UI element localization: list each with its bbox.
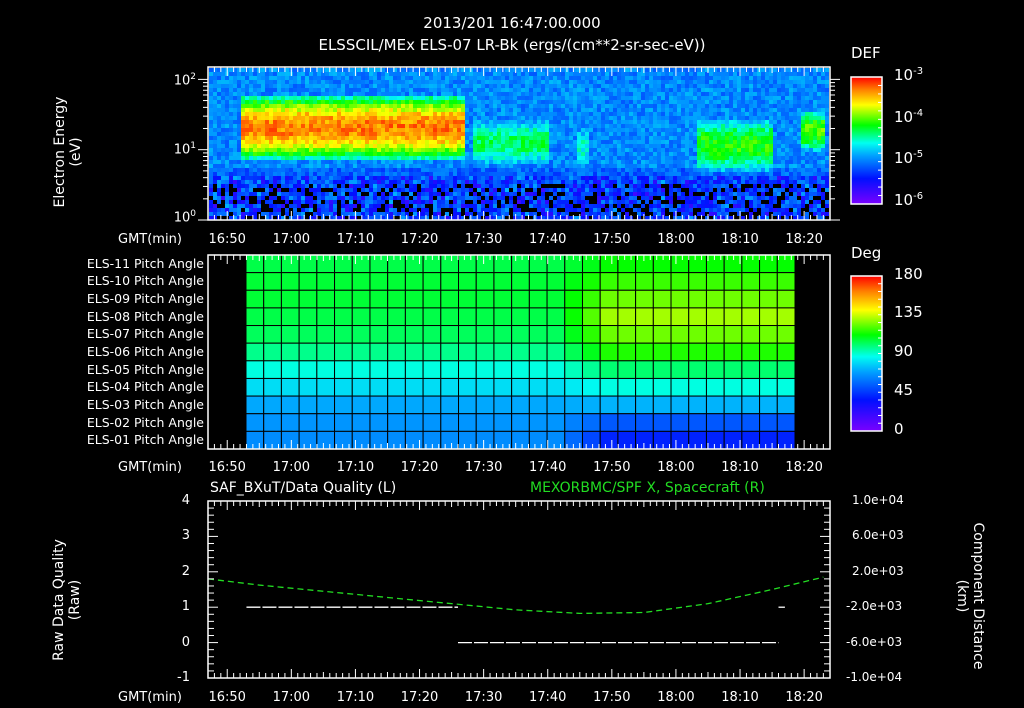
time-tick-label: 17:40	[528, 460, 567, 475]
chart-subtitle: ELSSCIL/MEx ELS-07 LR-Bk (ergs/(cm**2-sr…	[318, 36, 706, 54]
distance-ytick: 6.0e+03	[852, 528, 904, 543]
pitch-angle-row-label: ELS-01 Pitch Angle	[86, 432, 204, 448]
distance-ytick: 2.0e+03	[852, 563, 904, 578]
time-tick-label: 17:20	[400, 460, 439, 475]
distance-ylabel-line1: Component Distance	[970, 522, 986, 670]
quality-ytick: 2	[181, 563, 190, 579]
deg-colorbar-title: Deg	[851, 244, 882, 262]
time-tick-label: 18:10	[721, 690, 759, 705]
time-tick-label: 17:20	[400, 690, 439, 705]
time-tick-label: 17:30	[464, 232, 503, 247]
deg-tick-0: 0	[894, 420, 904, 438]
time-tick-label: 18:20	[785, 690, 823, 705]
time-tick-label: 17:30	[464, 690, 503, 705]
distance-ylabel-line2: (km)	[954, 579, 970, 613]
time-tick-label: 17:20	[400, 232, 439, 247]
time-tick-label: 18:20	[785, 232, 823, 247]
quality-ytick: 0	[181, 634, 190, 650]
time-tick-label: 17:40	[528, 690, 567, 705]
pitch-angle-row-label: ELS-02 Pitch Angle	[86, 414, 204, 430]
time-tick-label: 17:00	[272, 232, 311, 247]
deg-colorbar	[850, 275, 883, 432]
axes-frames	[198, 66, 840, 679]
time-tick-label: 17:50	[593, 460, 631, 475]
time-tick-label: 18:10	[721, 460, 759, 475]
pitch-angle-row-label: ELS-10 Pitch Angle	[86, 273, 204, 289]
time-tick-label: 17:10	[336, 690, 375, 705]
quality-ylabel-line2: (Raw)	[67, 579, 83, 621]
pitch-angle-row-label: ELS-07 Pitch Angle	[86, 326, 204, 342]
energy-ytick-100: 102	[173, 72, 196, 89]
time-tick-label: 16:50	[208, 690, 246, 705]
def-tick-1e-5: 10-5	[894, 149, 924, 167]
time-tick-label: 18:20	[785, 460, 823, 475]
line-plot-series	[207, 576, 824, 644]
timestamp-title: 2013/201 16:47:00.000	[423, 14, 601, 32]
colorbar-ticks	[878, 84, 882, 424]
energy-ylabel-line1: Electron Energy	[52, 96, 68, 208]
deg-tick-45: 45	[894, 381, 914, 399]
quality-ylabel: Raw Data Quality (Raw)	[51, 515, 83, 685]
time-tick-label: 18:00	[657, 690, 695, 705]
def-tick-1e-6: 10-6	[894, 191, 924, 209]
quality-ytick: 4	[181, 493, 190, 508]
pitch-angle-grid	[245, 254, 796, 450]
deg-tick-135: 135	[894, 303, 923, 321]
time-tick-label: 17:10	[336, 232, 375, 247]
time-tick-label: 18:10	[721, 232, 759, 247]
time-tick-label: 18:00	[657, 232, 695, 247]
quality-ylabel-line1: Raw Data Quality	[51, 539, 67, 661]
def-colorbar-title: DEF	[851, 44, 881, 62]
gmt-axis-label: GMT(min)	[118, 460, 182, 475]
energy-ytick-10: 101	[173, 141, 196, 158]
time-tick-label: 17:00	[272, 460, 311, 475]
time-tick-label: 17:10	[336, 460, 375, 475]
pitch-angle-row-label: ELS-06 Pitch Angle	[86, 344, 204, 359]
distance-ylabel: Component Distance (km)	[954, 506, 986, 686]
def-colorbar	[850, 76, 883, 205]
deg-tick-180: 180	[894, 265, 923, 283]
time-tick-label: 16:50	[208, 460, 246, 475]
pitch-angle-row-label: ELS-11 Pitch Angle	[86, 255, 204, 271]
quality-ytick: 1	[181, 599, 190, 615]
pitch-angle-row-label: ELS-08 Pitch Angle	[86, 308, 204, 324]
distance-ytick: -1.0e+04	[846, 670, 903, 684]
distance-ytick: -6.0e+03	[846, 634, 903, 649]
pitch-angle-row-label: ELS-09 Pitch Angle	[86, 291, 204, 307]
time-tick-label: 17:00	[272, 690, 311, 705]
energy-spectrogram	[209, 68, 829, 220]
distance-ytick: -2.0e+03	[846, 599, 903, 614]
deg-tick-90: 90	[894, 342, 914, 360]
time-tick-label: 17:50	[593, 232, 631, 247]
time-tick-label: 17:50	[593, 690, 631, 705]
pitch-angle-row-label: ELS-04 Pitch Angle	[86, 379, 204, 395]
distance-ytick: 1.0e+04	[852, 493, 904, 507]
pitch-angle-row-label: ELS-05 Pitch Angle	[86, 361, 204, 377]
def-tick-1e-3: 10-3	[894, 66, 924, 84]
energy-ylabel-line2: (eV)	[68, 137, 84, 167]
time-tick-label: 16:50	[208, 232, 246, 247]
gmt-axis-label: GMT(min)	[118, 232, 182, 247]
energy-ytick-1: 100	[173, 209, 196, 226]
time-tick-label: 17:30	[464, 460, 503, 475]
time-tick-label: 18:00	[657, 460, 695, 475]
energy-ylabel: Electron Energy (eV)	[52, 72, 84, 232]
quality-ytick: 3	[181, 528, 190, 544]
right-series-title: MEXORBMC/SPF X, Spacecraft (R)	[530, 480, 765, 496]
gmt-axis-label: GMT(min)	[118, 690, 182, 705]
time-tick-label: 17:40	[528, 232, 567, 247]
quality-ytick: -1	[177, 670, 190, 685]
left-series-title: SAF_BXuT/Data Quality (L)	[210, 480, 397, 496]
def-tick-1e-4: 10-4	[894, 108, 924, 126]
pitch-angle-row-label: ELS-03 Pitch Angle	[86, 396, 204, 412]
